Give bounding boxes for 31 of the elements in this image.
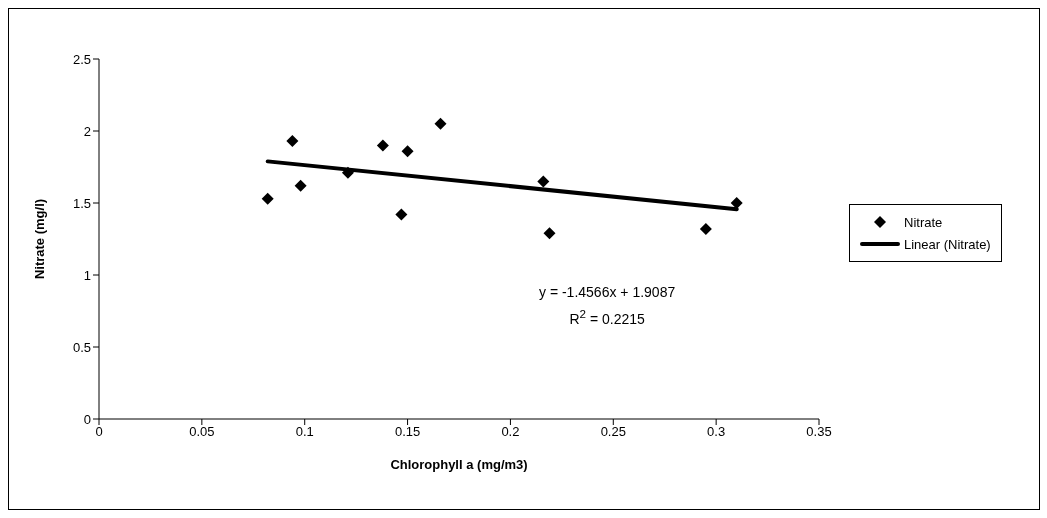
y-tick-label: 0.5 [72,339,91,355]
legend-label: Nitrate [904,214,943,230]
x-tick-label: 0.3 [707,424,726,440]
y-axis-title: Nitrate (mg/l) [31,198,47,280]
point [286,135,299,148]
point [261,192,274,205]
point [543,227,556,240]
annotation: y = -1.4566x + 1.9087 [539,283,676,302]
legend-label: Linear (Nitrate) [904,236,991,252]
point [395,208,408,221]
x-tick-label: 0.25 [600,424,626,440]
x-tick-label: 0.05 [189,424,215,440]
point [730,197,743,209]
point [434,117,447,130]
point [376,139,389,152]
x-tick-label: 0.15 [394,424,421,440]
annotation: R$^{2}$ = 0.2215 [568,306,646,329]
y-tick-label: 2.5 [72,51,91,67]
y-tick-label: 2 [83,123,91,139]
y-tick-label: 1 [83,267,91,283]
point [401,145,414,158]
x-tick-label: 0.2 [501,424,520,440]
x-tick-label: 0.1 [295,424,314,440]
point [537,175,550,188]
point [294,179,307,192]
y-tick-label: 0 [83,411,91,427]
y-tick-label: 1.5 [72,195,91,211]
x-tick-label: 0.35 [806,424,832,440]
point [699,222,712,235]
x-tick-label: 0 [95,424,103,440]
x-axis-title: Chlorophyll a (mg/m3) [390,457,528,472]
